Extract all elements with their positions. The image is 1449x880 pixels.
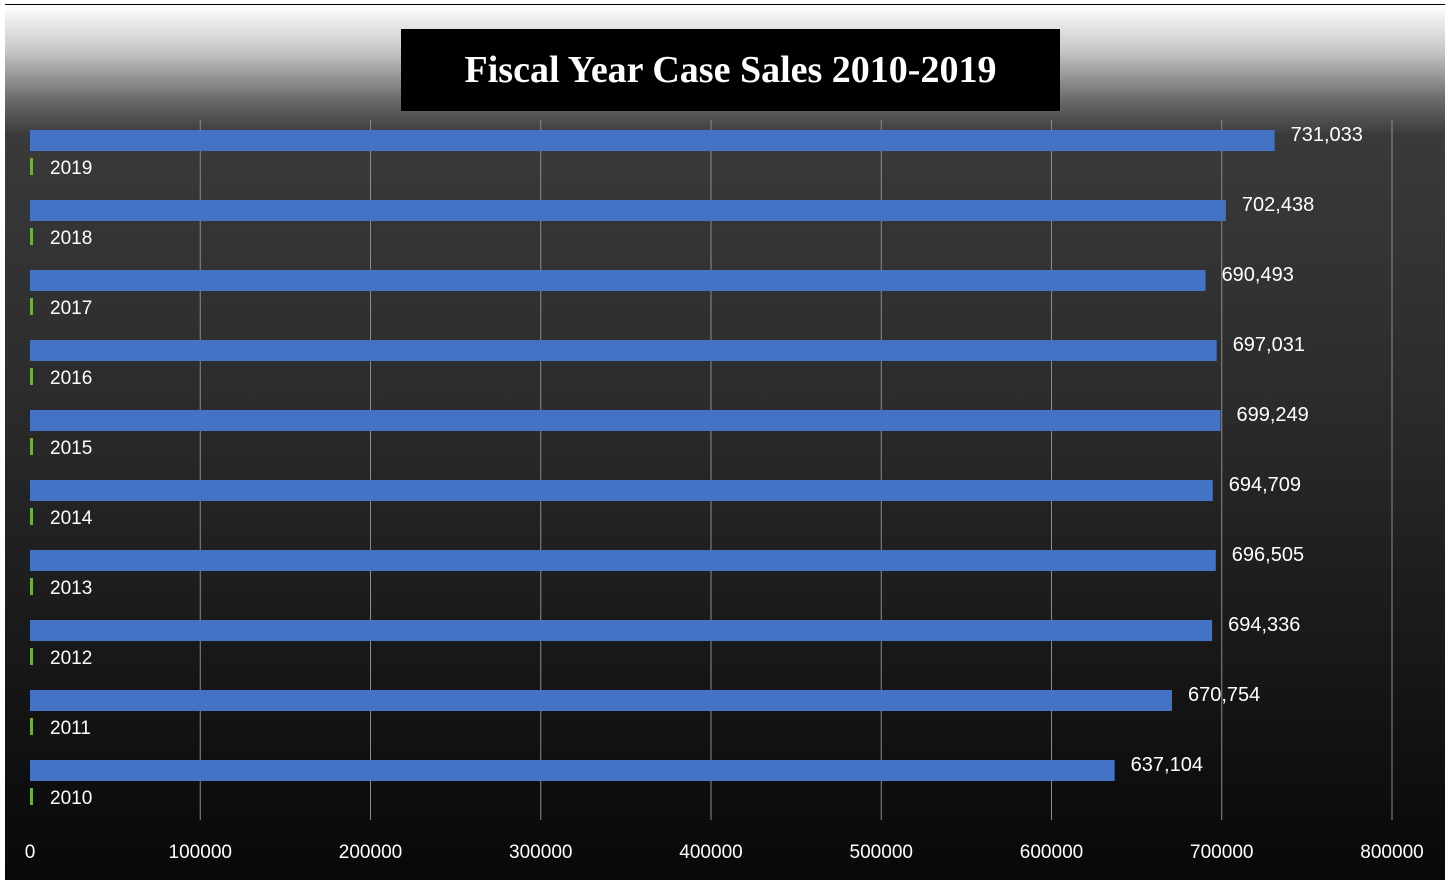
x-tick-label: 0 (25, 842, 36, 863)
category-label: 2014 (50, 508, 93, 529)
category-label: 2013 (50, 578, 92, 599)
data-label: 694,709 (1229, 474, 1301, 496)
bar (30, 480, 1213, 501)
secondary-bar (30, 298, 33, 315)
category-label: 2015 (50, 438, 92, 459)
x-tick-label: 600000 (1020, 842, 1083, 863)
data-label: 690,493 (1222, 264, 1294, 286)
data-label: 699,249 (1236, 404, 1308, 426)
secondary-bar (30, 718, 33, 735)
x-tick-label: 800000 (1360, 842, 1423, 863)
category-label: 2019 (50, 158, 92, 179)
chart-title: Fiscal Year Case Sales 2010-2019 (464, 49, 997, 91)
bar (30, 270, 1206, 291)
bar (30, 760, 1115, 781)
x-tick-label: 100000 (169, 842, 232, 863)
bar (30, 340, 1217, 361)
bar (30, 410, 1221, 431)
secondary-bar (30, 438, 33, 455)
secondary-bar (30, 158, 33, 175)
x-tick-label: 400000 (679, 842, 742, 863)
chart-title-box: Fiscal Year Case Sales 2010-2019 (401, 29, 1060, 111)
category-label: 2016 (50, 368, 92, 389)
data-label: 694,336 (1228, 614, 1300, 636)
data-label: 670,754 (1188, 684, 1260, 706)
x-tick-label: 700000 (1190, 842, 1253, 863)
category-label: 2018 (50, 228, 92, 249)
secondary-bar (30, 578, 33, 595)
category-label: 2017 (50, 298, 92, 319)
bar (30, 130, 1275, 151)
bar (30, 620, 1213, 641)
bar (30, 550, 1216, 571)
secondary-bar (30, 508, 33, 525)
category-label: 2010 (50, 788, 92, 809)
data-label: 697,031 (1233, 334, 1305, 356)
secondary-bar (30, 788, 33, 805)
category-label: 2012 (50, 648, 92, 669)
data-label: 637,104 (1131, 754, 1203, 776)
category-label: 2011 (50, 718, 91, 739)
x-tick-label: 300000 (509, 842, 572, 863)
bar (30, 200, 1226, 221)
secondary-bar (30, 648, 33, 665)
secondary-bar (30, 368, 33, 385)
bar (30, 690, 1172, 711)
secondary-bar (30, 228, 33, 245)
data-label: 702,438 (1242, 194, 1314, 216)
x-tick-label: 200000 (339, 842, 402, 863)
data-label: 731,033 (1291, 124, 1363, 146)
x-tick-label: 500000 (850, 842, 913, 863)
data-label: 696,505 (1232, 544, 1304, 566)
